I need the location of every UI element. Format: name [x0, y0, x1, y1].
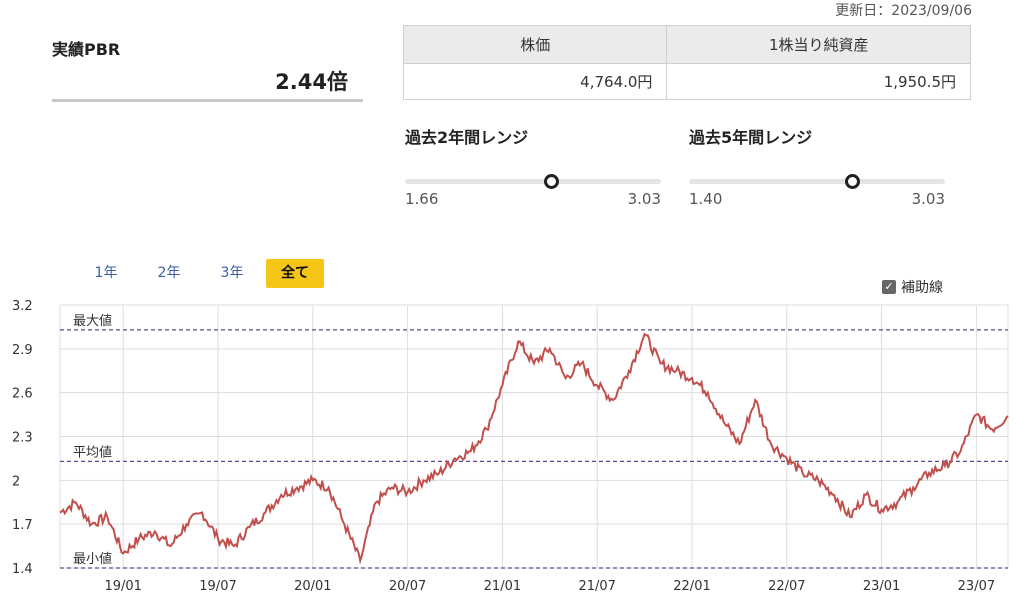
tab-3y[interactable]: 3年: [220, 265, 244, 281]
chart-grid: [59, 304, 1009, 569]
x-tick-label: 23/07: [958, 579, 995, 594]
aux-line-label: 補助線: [901, 280, 943, 296]
range-2y-min: 1.66: [405, 190, 439, 208]
range-5y-min: 1.40: [689, 190, 723, 208]
x-tick-label: 19/07: [199, 579, 236, 594]
range-5y-title: 過去5年間レンジ: [689, 128, 813, 147]
aux-line-toggle[interactable]: ✓ 補助線: [882, 277, 943, 297]
x-tick-label: 19/01: [104, 579, 141, 594]
bps-header: 1株当り純資産: [666, 25, 971, 64]
range-2y-max: 3.03: [627, 190, 661, 208]
range-2y-indicator: [543, 174, 559, 189]
x-tick-label: 20/01: [294, 579, 331, 594]
reference-label: 平均値: [73, 444, 112, 460]
y-tick-label: 1.4: [12, 562, 33, 577]
y-tick-label: 2.9: [12, 343, 33, 358]
y-tick-label: 3.2: [12, 299, 33, 314]
bps-value: 1,950.5円: [666, 63, 971, 100]
pbr-chart: 3.2 2.9 2.6 2.3 2 1.7 1.4 19/01 19/07 20/01 20/07…: [12, 299, 1009, 594]
pbr-value: 2.44倍: [275, 70, 348, 94]
pbr-label: 実績PBR: [52, 40, 121, 59]
range-5y-track: [689, 179, 945, 184]
x-axis-ticks: 19/01 19/07 20/01 20/07 21/01 21/07 22/01 22/07…: [104, 579, 995, 594]
x-tick-label: 21/01: [484, 579, 521, 594]
x-tick-label: 22/07: [768, 579, 805, 594]
y-tick-label: 2.6: [12, 387, 33, 402]
range-2y-track: [405, 179, 661, 184]
range-5y-indicator: [845, 174, 861, 189]
checkbox-checked-icon[interactable]: ✓: [882, 280, 896, 294]
updated-date: 更新日：2023/09/06: [835, 3, 972, 19]
x-tick-label: 23/01: [863, 579, 900, 594]
pbr-series-line: [59, 332, 1009, 565]
reference-label: 最大値: [73, 313, 112, 329]
reference-label: 最小値: [73, 551, 112, 567]
range-5y-max: 3.03: [911, 190, 945, 208]
period-tabs: 1年 2年 3年 全て: [77, 259, 329, 288]
x-tick-label: 21/07: [578, 579, 615, 594]
price-table: 株価 1株当り純資産 4,764.0円 1,950.5円: [402, 25, 971, 100]
tab-2y[interactable]: 2年: [157, 265, 181, 281]
stock-price-header: 株価: [402, 25, 668, 64]
x-tick-label: 20/07: [389, 579, 426, 594]
stock-price-value: 4,764.0円: [402, 63, 668, 100]
pbr-underline: [52, 99, 363, 102]
tab-1y[interactable]: 1年: [94, 265, 118, 281]
range-5y: 過去5年間レンジ 1.40 3.03: [689, 124, 945, 208]
y-tick-label: 2.3: [12, 431, 33, 446]
y-tick-label: 2: [12, 474, 20, 489]
y-tick-label: 1.7: [12, 518, 33, 533]
y-axis-ticks: 3.2 2.9 2.6 2.3 2 1.7 1.4: [12, 299, 33, 577]
range-2y: 過去2年間レンジ 1.66 3.03: [405, 124, 661, 208]
x-tick-label: 22/01: [673, 579, 710, 594]
range-2y-title: 過去2年間レンジ: [405, 128, 529, 147]
tab-all[interactable]: 全て: [266, 259, 324, 288]
